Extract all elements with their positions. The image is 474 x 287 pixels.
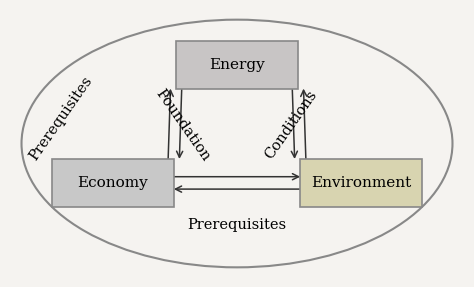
Text: Energy: Energy xyxy=(209,58,265,72)
Text: Environment: Environment xyxy=(311,176,411,190)
Text: Prerequisites: Prerequisites xyxy=(27,73,95,163)
FancyBboxPatch shape xyxy=(176,41,298,89)
Text: Foundation: Foundation xyxy=(153,87,213,164)
FancyBboxPatch shape xyxy=(300,159,422,207)
Text: Prerequisites: Prerequisites xyxy=(187,218,287,232)
FancyBboxPatch shape xyxy=(52,159,174,207)
Text: Conditions: Conditions xyxy=(262,88,319,162)
Text: Economy: Economy xyxy=(77,176,148,190)
